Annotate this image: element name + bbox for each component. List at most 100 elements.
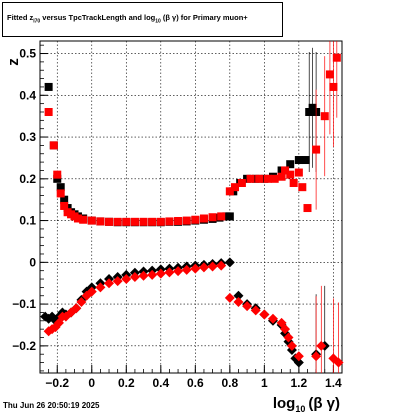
point-diamond-red	[155, 268, 166, 279]
point-square-red	[332, 53, 341, 62]
point-diamond-red	[129, 271, 140, 282]
y-tick-label: 0.5	[19, 47, 36, 61]
point-square-black	[56, 183, 65, 192]
point-diamond-red	[198, 262, 209, 273]
point-diamond-black	[233, 290, 244, 301]
point-diamond-red	[259, 309, 270, 320]
timestamp: Thu Jun 26 20:50:19 2025	[3, 401, 100, 410]
point-square-red	[263, 174, 272, 183]
point-square-red	[53, 170, 62, 179]
y-tick-label: 0.1	[19, 214, 36, 228]
point-square-red	[325, 70, 334, 79]
point-square-red	[182, 216, 191, 225]
x-tick-label: 1.2	[291, 376, 308, 390]
x-tick-label: 0.2	[118, 376, 135, 390]
x-tick-label: 1	[261, 376, 268, 390]
point-square-red	[105, 217, 114, 226]
point-square-black	[294, 156, 303, 165]
point-square-red	[298, 183, 307, 192]
point-diamond-red	[311, 351, 322, 362]
point-square-red	[281, 166, 290, 175]
point-square-red	[165, 217, 174, 226]
point-diamond-red	[181, 264, 192, 275]
point-diamond-red	[147, 269, 158, 280]
point-square-black	[301, 156, 310, 165]
point-diamond-red	[76, 297, 87, 308]
point-square-red	[174, 216, 183, 225]
axes: −0.2 0 0.2 0.4 0.6 0.8 1 1.2 1.4 −0.2 −0.1 0 0.1 0.2 0…	[12, 44, 342, 390]
point-square-red	[217, 212, 226, 221]
point-square-red	[303, 204, 312, 213]
point-square-red	[312, 145, 321, 154]
point-square-red	[60, 201, 69, 210]
point-diamond-black	[293, 357, 304, 368]
point-square-red	[320, 112, 329, 121]
point-diamond-red	[138, 270, 149, 281]
point-diamond-red	[207, 261, 218, 272]
y-tick-label: 0	[29, 255, 36, 269]
point-diamond-red	[233, 297, 244, 308]
point-square-red	[139, 217, 148, 226]
point-square-red	[113, 217, 122, 226]
point-square-red	[79, 215, 88, 224]
point-square-red	[329, 82, 338, 91]
point-square-red	[56, 189, 65, 198]
x-tick-label: 0.8	[221, 376, 238, 390]
point-square-black	[60, 195, 69, 204]
point-square-black	[53, 174, 62, 183]
x-axis-label: log10 (β γ)	[273, 395, 340, 414]
point-square-red	[87, 216, 96, 225]
point-diamond-red	[112, 276, 123, 287]
point-square-red	[191, 215, 200, 224]
point-square-red	[49, 141, 58, 150]
point-diamond-red	[190, 263, 201, 274]
point-diamond-red	[216, 260, 227, 271]
point-diamond-red	[121, 274, 132, 285]
point-diamond-red	[267, 313, 278, 324]
point-square-red	[208, 213, 217, 222]
y-tick-label: 0.3	[19, 130, 36, 144]
point-square-black	[44, 82, 53, 91]
point-diamond-red	[280, 324, 291, 335]
point-diamond-red	[86, 286, 97, 297]
point-diamond-red	[333, 357, 344, 368]
point-square-red	[44, 107, 53, 116]
point-diamond-red	[242, 301, 253, 312]
point-square-red	[96, 217, 105, 226]
data-marks	[40, 41, 344, 373]
point-square-red	[156, 217, 165, 226]
y-tick-label: 0.4	[19, 88, 36, 102]
point-diamond-red	[95, 282, 106, 293]
x-tick-label: 1.4	[325, 376, 342, 390]
y-tick-label: −0.1	[12, 297, 36, 311]
point-diamond-red	[286, 340, 297, 351]
point-square-red	[255, 174, 264, 183]
point-diamond-red	[316, 340, 327, 351]
point-square-black	[225, 212, 234, 221]
point-square-red	[231, 183, 240, 192]
y-tick-label: −0.2	[12, 339, 36, 353]
point-square-red	[148, 217, 157, 226]
point-square-red	[277, 172, 286, 181]
point-diamond-red	[71, 303, 82, 314]
point-square-red	[294, 168, 303, 177]
point-square-black	[305, 107, 314, 116]
y-axis-label: z	[5, 58, 22, 66]
point-square-red	[286, 170, 295, 179]
point-square-red	[130, 217, 139, 226]
title-box: Fitted zI70 versus TpcTrackLength and lo…	[2, 2, 283, 37]
point-square-red	[270, 174, 279, 183]
point-diamond-red	[224, 292, 235, 303]
point-square-red	[73, 214, 82, 223]
point-square-red	[225, 187, 234, 196]
point-diamond-red	[250, 305, 261, 316]
plot-frame	[39, 40, 343, 374]
point-diamond-black	[224, 257, 235, 268]
point-square-red	[289, 178, 298, 187]
point-diamond-red	[173, 266, 184, 277]
x-tick-label: −0.2	[45, 376, 69, 390]
point-square-red	[122, 217, 131, 226]
point-square-red	[237, 178, 246, 187]
point-diamond-red	[164, 267, 175, 278]
y-tick-label: 0.2	[19, 172, 36, 186]
